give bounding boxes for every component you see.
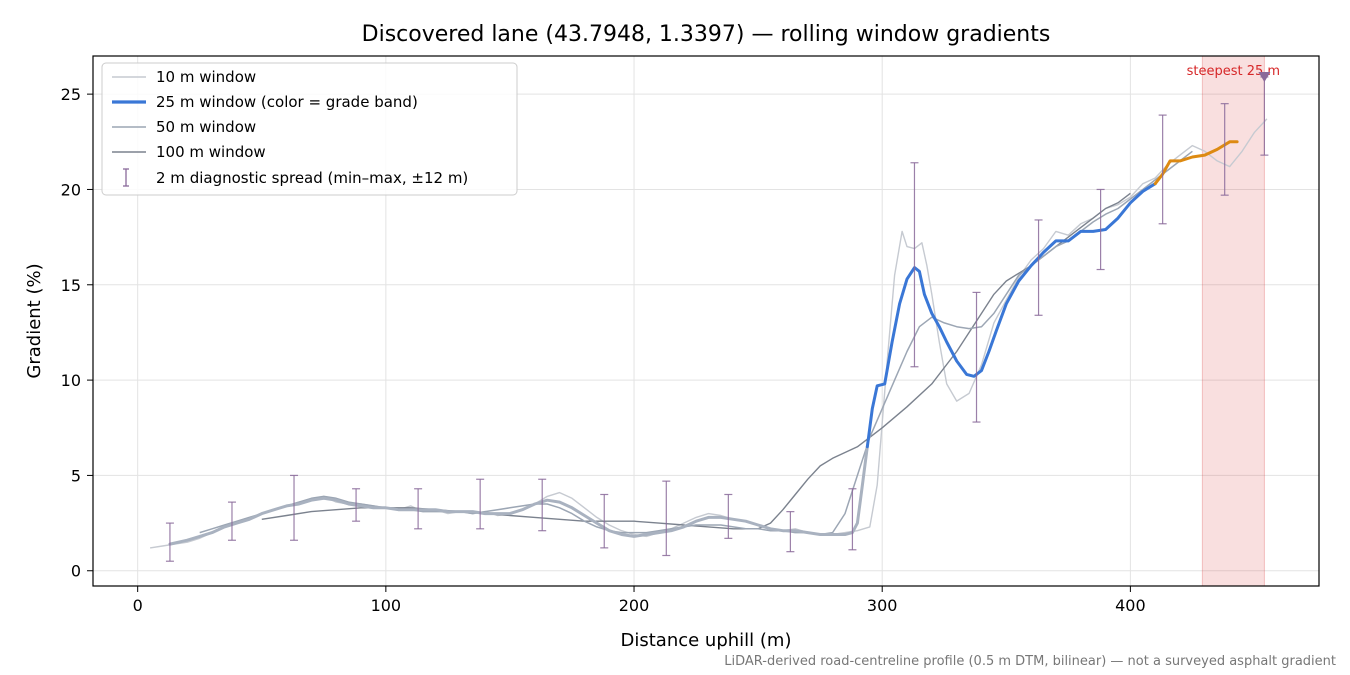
series-25m-segment-2 [1153,140,1239,186]
x-tick-label-1: 100 [371,596,402,615]
legend-label-spread: 2 m diagnostic spread (min–max, ±12 m) [156,169,468,187]
y-tick-label-3: 15 [61,276,81,295]
x-tick-label-4: 400 [1115,596,1146,615]
spread-bar-6 [538,478,547,532]
footnote: LiDAR-derived road-centreline profile (0… [724,654,1336,669]
spread-bar-9 [724,493,733,539]
legend-label-10m: 10 m window [156,68,256,86]
spread-bar-16 [1158,114,1167,225]
series-25m-segment-0 [168,445,869,546]
axis-ticks: 0 100 200 300 400 0 5 10 15 20 25 [61,85,1146,615]
spread-bar-17 [1220,103,1229,196]
spread-bar-1 [227,501,236,541]
x-tick-label-3: 300 [867,596,898,615]
spread-bar-8 [662,480,671,557]
y-tick-label-1: 5 [71,466,81,485]
y-tick-label-0: 0 [71,562,81,581]
spread-bar-3 [352,488,361,522]
spread-bar-15 [1096,188,1105,271]
spread-bar-13 [972,291,981,423]
plot-frame [92,55,1320,587]
spread-bar-10 [786,511,795,553]
y-tick-label-4: 20 [61,180,81,199]
steepest-marker [1258,71,1271,82]
spread-bar-0 [165,522,174,562]
y-tick-label-2: 10 [61,371,81,390]
spread-bar-4 [414,488,423,530]
legend-box [101,62,518,196]
spread-bar-7 [600,493,609,549]
steepest-marker-triangle [1258,71,1271,82]
spread-bar-12 [910,162,919,368]
legend-label-100m: 100 m window [156,143,266,161]
series-lines [149,118,1268,549]
spread-bar-14 [1034,219,1043,316]
spread-bar-2 [290,474,299,541]
steepest-region-band [1201,55,1265,587]
series-25m-segment-1 [865,182,1157,449]
x-tick-label-2: 200 [619,596,650,615]
x-tick-label-0: 0 [133,596,143,615]
legend-label-50m: 50 m window [156,118,256,136]
x-axis-label: Distance uphill (m) [621,630,792,651]
steepest-window-region: steepest 25 m [1187,55,1280,587]
steepest-region-label: steepest 25 m [1187,64,1280,79]
legend-swatch-spread [123,168,129,187]
spread-bar-11 [848,488,857,551]
y-tick-label-5: 25 [61,85,81,104]
legend: 10 m window 25 m window (color = grade b… [101,62,518,196]
chart-title: Discovered lane (43.7948, 1.3397) — roll… [362,22,1051,47]
legend-label-25m: 25 m window (color = grade band) [156,93,418,111]
diagnostic-spread-bars [165,76,1269,562]
y-axis-label: Gradient (%) [24,263,45,378]
spread-bar-5 [476,478,485,530]
